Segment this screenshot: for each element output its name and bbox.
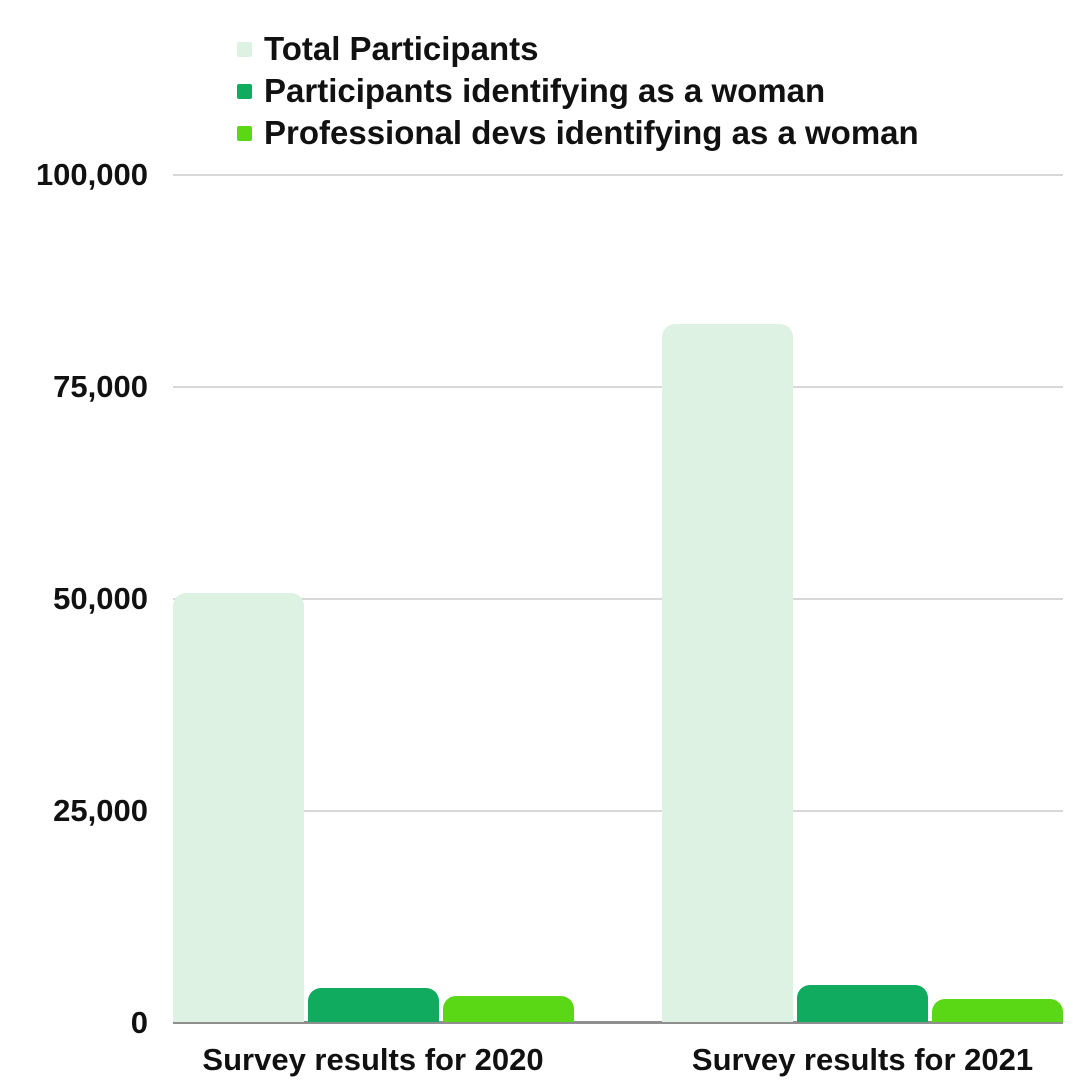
y-axis-tick-100000: 100,000 [35, 157, 148, 192]
legend-swatch-total-participants [237, 41, 252, 57]
legend-swatch-professional-devs-woman [237, 125, 252, 141]
legend-swatch-participants-woman [237, 83, 252, 99]
bar-total-participants-2020 [173, 593, 304, 1022]
x-axis-label-2020: Survey results for 2020 [202, 1042, 544, 1077]
gridline-100000 [173, 174, 1063, 176]
gridline-25000 [173, 810, 1063, 812]
y-axis-tick-75000: 75,000 [53, 369, 148, 404]
x-axis-label-2021: Survey results for 2021 [691, 1042, 1034, 1077]
y-axis-tick-50000: 50,000 [53, 581, 148, 616]
legend-item-total-participants: Total Participants [237, 28, 919, 70]
legend-item-professional-devs-woman: Professional devs identifying as a woman [237, 112, 919, 154]
bar-professional-devs-identifying-as-a-woman-2020 [443, 996, 574, 1022]
y-axis-tick-25000: 25,000 [53, 793, 148, 828]
x-axis-baseline [173, 1021, 1063, 1024]
gridline-75000 [173, 386, 1063, 388]
gridline-50000 [173, 598, 1063, 600]
bar-total-participants-2021 [662, 324, 793, 1022]
bar-professional-devs-identifying-as-a-woman-2021 [932, 999, 1063, 1022]
bar-participants-identifying-as-a-woman-2021 [797, 985, 928, 1022]
legend-label-professional-devs-woman: Professional devs identifying as a woman [264, 114, 919, 151]
bar-participants-identifying-as-a-woman-2020 [308, 988, 439, 1022]
y-axis-tick-0: 0 [130, 1005, 148, 1040]
legend: Total Participants Participants identify… [237, 28, 919, 154]
legend-label-participants-woman: Participants identifying as a woman [264, 72, 826, 109]
legend-item-participants-woman: Participants identifying as a woman [237, 70, 919, 112]
legend-label-total-participants: Total Participants [264, 30, 539, 67]
